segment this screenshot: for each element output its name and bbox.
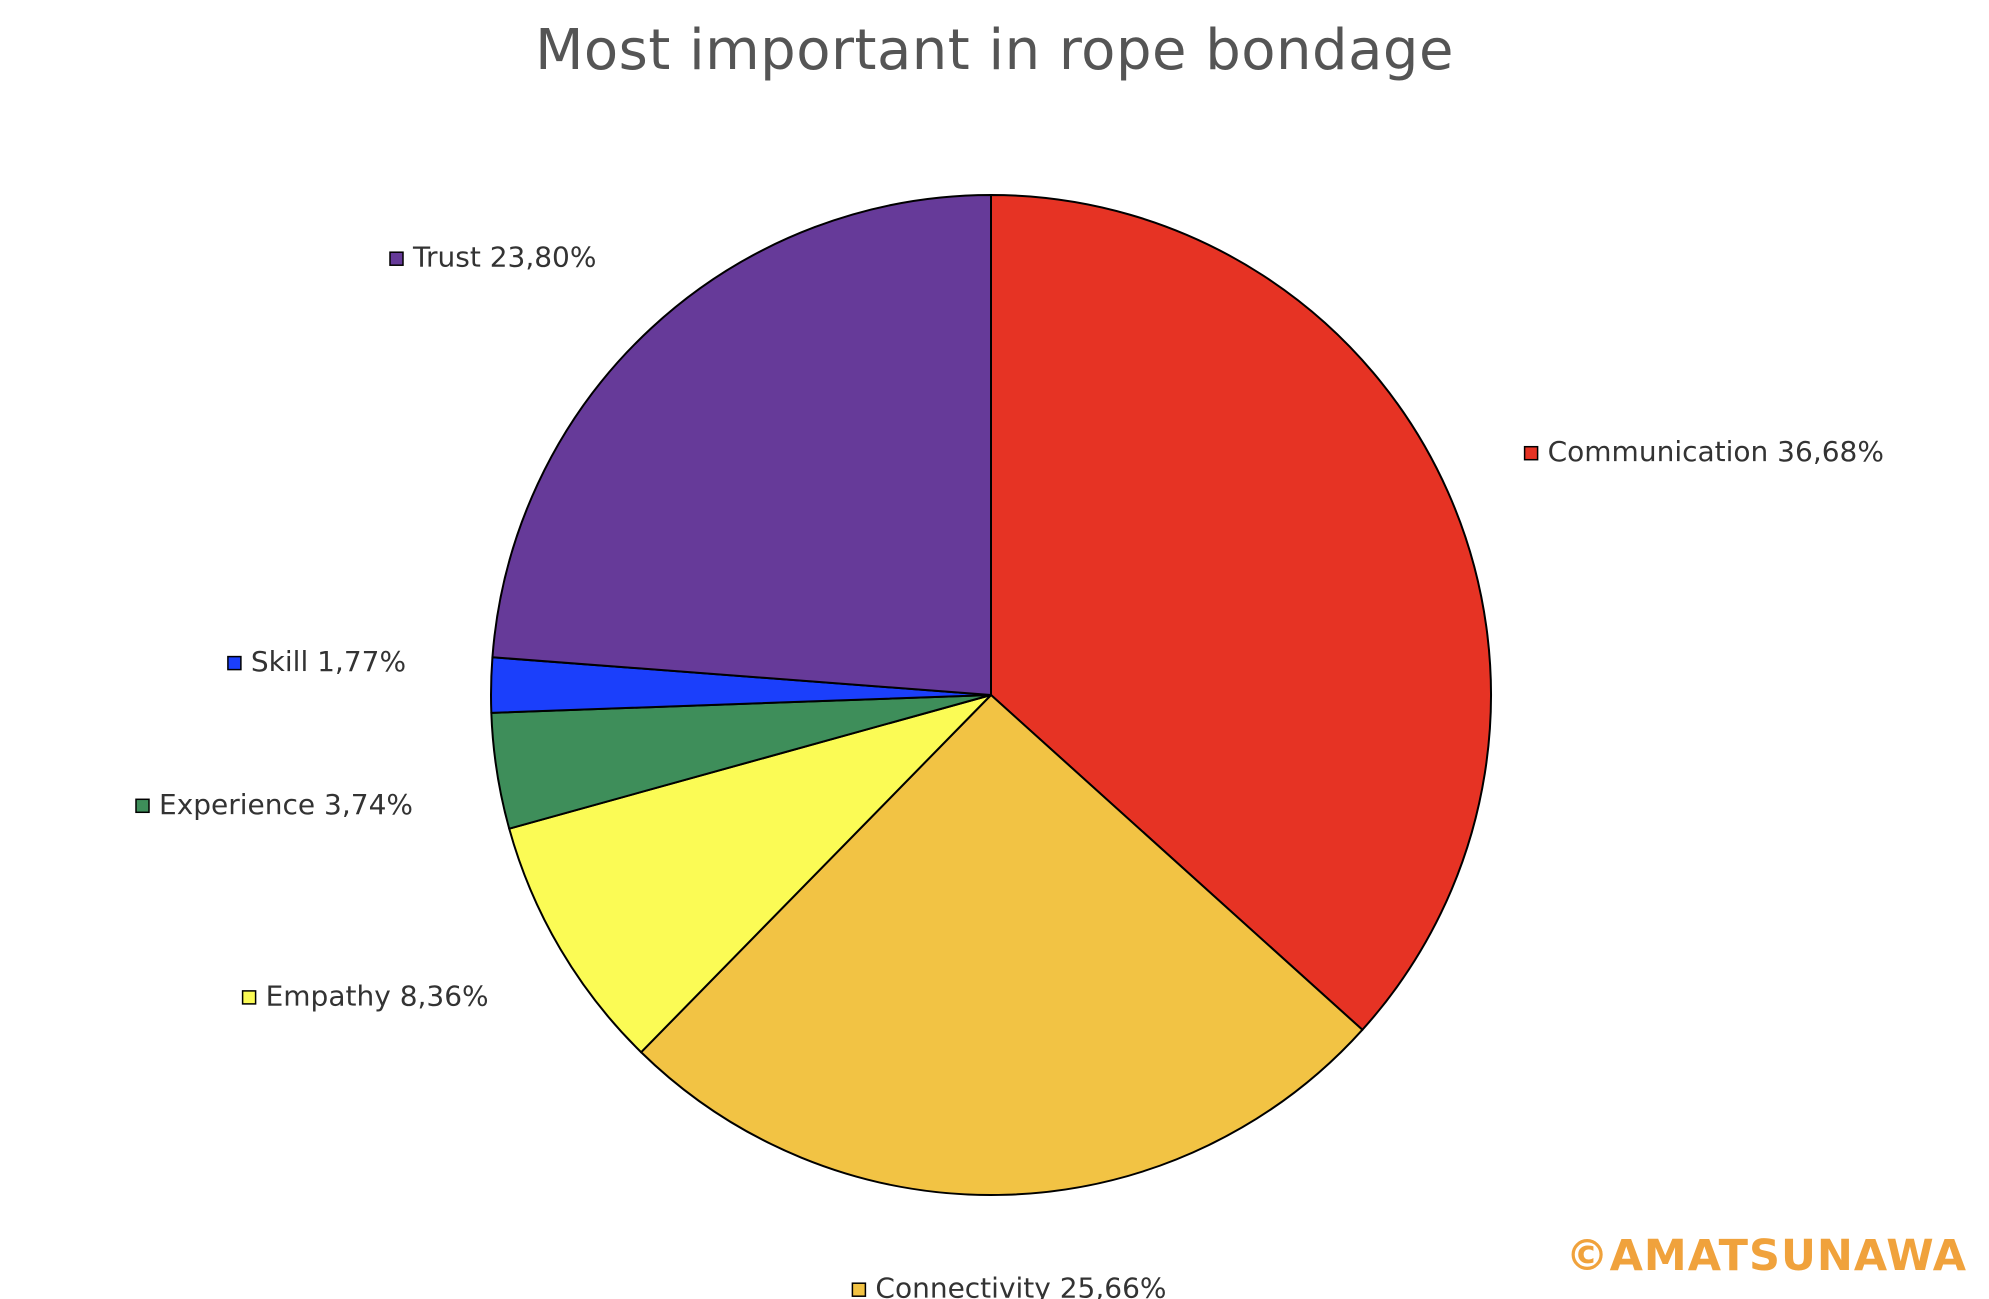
legend-swatch	[241, 990, 257, 1005]
legend-label-experience: Experience 3,74%	[135, 788, 413, 821]
slice-label-text: Communication 36,68%	[1548, 435, 1884, 468]
slice-label-text: Trust 23,80%	[412, 241, 596, 274]
slice-label-text: Experience 3,74%	[159, 788, 413, 821]
legend-label-communication: Communication 36,68%	[1523, 435, 1884, 468]
legend-swatch	[389, 251, 404, 266]
slice-label-text: Connectivity 25,66%	[875, 1272, 1166, 1299]
pie-slice-connectivity	[640, 694, 1364, 1196]
pie-slice-communication	[990, 194, 1492, 1031]
legend-swatch	[135, 798, 150, 814]
legend-label-skill: Skill 1,77%	[227, 645, 406, 678]
slice-label-text: Skill 1,77%	[251, 645, 406, 678]
legend-swatch	[1523, 445, 1539, 461]
legend-swatch	[227, 655, 242, 671]
legend-label-trust: Trust 23,80%	[389, 241, 596, 274]
legend-label-empathy: Empathy 8,36%	[241, 979, 489, 1012]
chart-title: Most important in rope bondage	[535, 18, 1454, 83]
pie-slice-trust	[491, 194, 992, 696]
legend-label-connectivity: Connectivity 25,66%	[851, 1272, 1167, 1299]
pie-slice-empathy	[508, 694, 992, 1054]
legend-swatch	[851, 1282, 867, 1297]
slice-label-text: Empathy 8,36%	[266, 979, 489, 1012]
copyright-watermark: ©AMATSUNAWA	[1565, 1231, 1967, 1281]
